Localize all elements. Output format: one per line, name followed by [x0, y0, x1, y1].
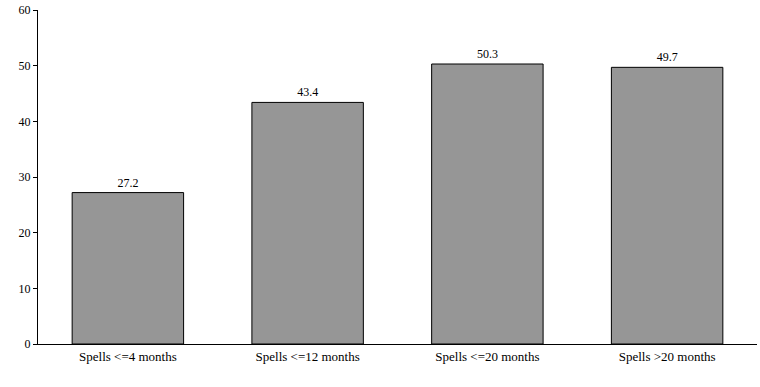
svg-text:20: 20 — [19, 226, 31, 240]
svg-text:27.2: 27.2 — [117, 176, 138, 190]
svg-text:50: 50 — [19, 59, 31, 73]
svg-text:40: 40 — [19, 115, 31, 129]
svg-text:43.4: 43.4 — [297, 85, 318, 99]
svg-text:50.3: 50.3 — [477, 47, 498, 61]
svg-text:49.7: 49.7 — [657, 50, 678, 64]
svg-text:Spells <=12 months: Spells <=12 months — [256, 349, 360, 364]
svg-text:Spells <=4 months: Spells <=4 months — [79, 349, 177, 364]
svg-text:30: 30 — [19, 170, 31, 184]
svg-text:Spells <=20 months: Spells <=20 months — [435, 349, 539, 364]
svg-text:60: 60 — [19, 3, 31, 17]
svg-text:0: 0 — [25, 337, 31, 351]
svg-text:10: 10 — [19, 282, 31, 296]
svg-text:Spells >20 months: Spells >20 months — [619, 349, 716, 364]
